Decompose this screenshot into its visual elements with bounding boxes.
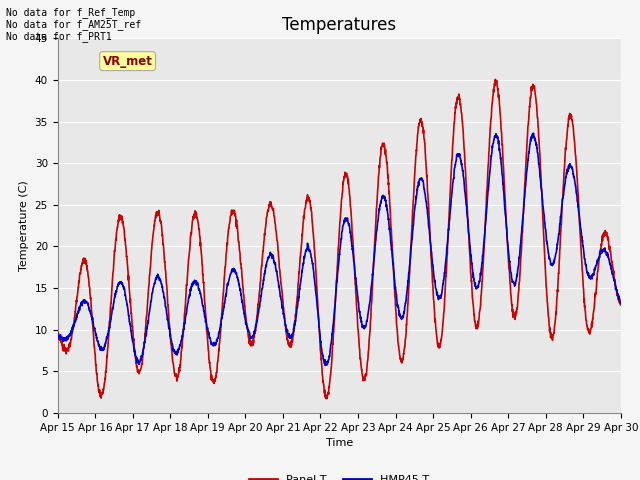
Legend: Panel T, HMP45 T: Panel T, HMP45 T <box>245 471 433 480</box>
Title: Temperatures: Temperatures <box>282 16 396 34</box>
X-axis label: Time: Time <box>326 438 353 448</box>
Text: No data for f_Ref_Temp: No data for f_Ref_Temp <box>6 7 136 18</box>
Y-axis label: Temperature (C): Temperature (C) <box>19 180 29 271</box>
Text: No data for f_AM25T_ref: No data for f_AM25T_ref <box>6 19 141 30</box>
Text: VR_met: VR_met <box>102 55 152 68</box>
Text: No data for f_PRT1: No data for f_PRT1 <box>6 31 112 42</box>
